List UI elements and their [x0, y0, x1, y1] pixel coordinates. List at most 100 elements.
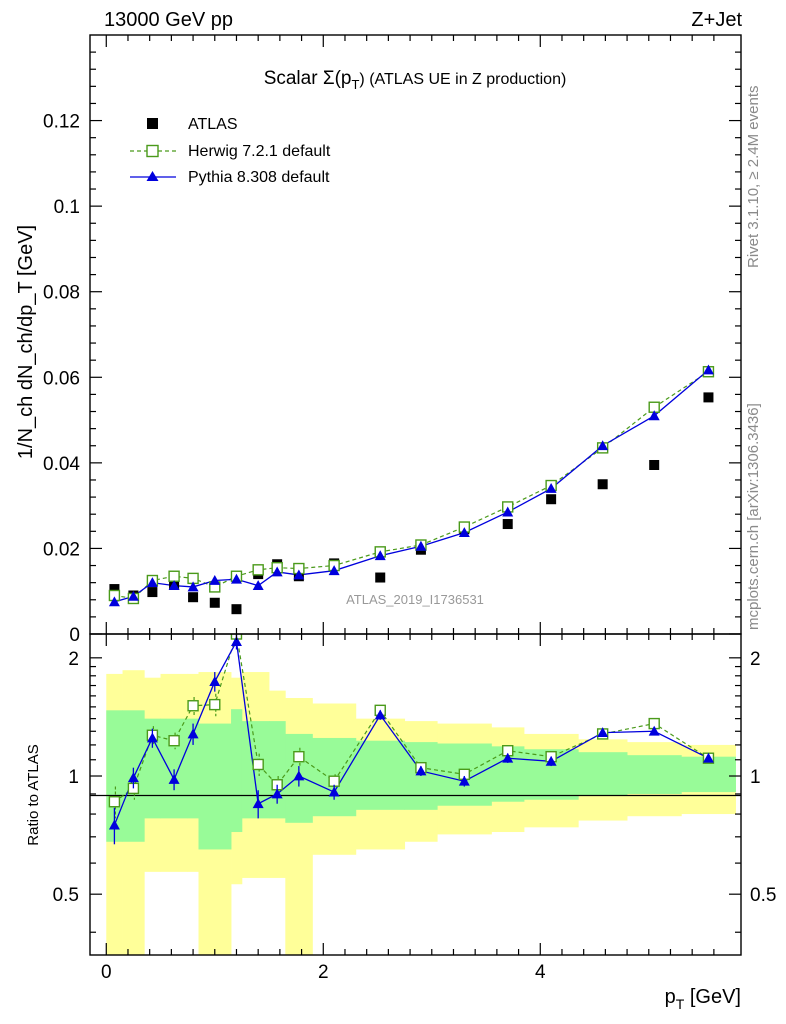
band-inner-bin — [187, 718, 199, 819]
pythia-point — [597, 440, 609, 451]
ratio-y-tick-label-right: 2 — [750, 649, 761, 670]
ratio-y-tick-label-right: 1 — [750, 767, 761, 788]
ratio-pythia-point — [271, 788, 283, 799]
y-tick-label: 0.1 — [54, 197, 80, 218]
ratio-pythia-point — [545, 755, 557, 766]
band-inner-bin — [198, 723, 232, 850]
legend-marker-herwig — [146, 144, 159, 158]
legend: ATLAS Herwig 7.2.1 default Pythia 8.308 … — [130, 116, 331, 186]
pythia-point — [108, 596, 120, 607]
ratio-pythia-point — [328, 786, 340, 797]
ratio-pythia-point — [374, 709, 386, 720]
ratio-y-tick-label: 0.5 — [53, 885, 79, 906]
atlas-point — [109, 584, 120, 595]
y-tick-label: 0.02 — [43, 539, 80, 560]
pythia-point — [146, 577, 158, 588]
x-tick-label: 2 — [318, 962, 329, 983]
ratio-pythia-point — [127, 772, 139, 783]
pythia-point — [252, 580, 264, 591]
legend-label-atlas: ATLAS — [188, 116, 238, 133]
chart-watermark: ATLAS_2019_I1736531 — [346, 592, 484, 607]
ratio-y-tick-label-right: 0.5 — [750, 885, 776, 906]
ratio-herwig-point — [108, 796, 121, 808]
pythia-point — [374, 550, 386, 561]
ratio-y-tick-label: 1 — [68, 767, 79, 788]
ratio-herwig-point — [209, 698, 221, 711]
ratio-pythia-point — [597, 727, 609, 737]
herwig-point — [252, 564, 264, 576]
ratio-pythia-point — [502, 752, 514, 763]
ratio-y-axis-label: Ratio to ATLAS — [25, 744, 42, 845]
legend-marker-atlas — [147, 118, 158, 129]
band-inner-bin — [269, 721, 286, 819]
pythia-point — [702, 364, 714, 375]
pythia-point — [187, 581, 199, 592]
pythia-point — [271, 566, 283, 577]
ratio-pythia-point — [293, 770, 305, 781]
pythia-point — [328, 565, 340, 576]
ratio-pythia-point — [458, 775, 470, 786]
band-inner-bin — [106, 710, 123, 842]
pythia-line — [114, 369, 709, 603]
atlas-point — [147, 587, 158, 598]
header-right: Z+Jet — [691, 9, 742, 31]
ratio-pythia-point — [702, 752, 714, 763]
atlas-point — [375, 572, 386, 583]
band-inner-bin — [231, 709, 243, 833]
ratio-uncertainty-bands — [106, 670, 736, 955]
x-tick-label: 4 — [535, 962, 546, 983]
pythia-point — [293, 569, 305, 580]
ratio-herwig-point — [187, 700, 199, 712]
band-inner-bin — [355, 740, 406, 810]
legend-label-herwig: Herwig 7.2.1 default — [188, 143, 331, 160]
main-series — [108, 364, 715, 615]
ratio-pythia-point — [209, 676, 221, 686]
y-tick-label: 0.06 — [43, 368, 80, 389]
atlas-point — [703, 392, 714, 403]
pythia-point — [168, 580, 180, 591]
pythia-point — [127, 590, 139, 601]
header-left: 13000 GeV pp — [104, 9, 233, 31]
chart-title: Scalar Σ(pT) (ATLAS UE in Z production) — [264, 68, 567, 92]
x-tick-label: 0 — [101, 962, 112, 983]
atlas-point — [231, 604, 242, 615]
ratio-series — [108, 634, 715, 845]
pythia-point — [502, 506, 514, 517]
band-inner-bin — [578, 752, 628, 796]
ratio-pythia-point — [415, 765, 427, 776]
legend-label-pythia: Pythia 8.308 default — [188, 169, 330, 186]
pythia-point — [230, 573, 242, 584]
atlas-point — [502, 519, 513, 530]
band-inner-bin — [627, 755, 682, 794]
axis-ticks: 0 0.02 0.04 0.06 0.08 0.1 0.12 0.5 0.5 1 1 2 2 0 2 4 — [43, 35, 776, 983]
atlas-point — [597, 479, 608, 490]
ratio-pythia-point — [146, 732, 158, 743]
herwig-line — [114, 371, 709, 600]
ratio-herwig-point — [168, 735, 180, 747]
ratio-pythia-point — [230, 636, 242, 646]
pythia-point — [415, 540, 427, 551]
atlas-point — [188, 592, 199, 603]
ratio-pythia-point — [252, 798, 264, 809]
atlas-point — [546, 494, 557, 505]
band-inner-bin — [160, 718, 189, 819]
y-tick-label: 0 — [69, 625, 80, 646]
ratio-pythia-point — [168, 773, 180, 784]
ratio-herwig-point — [293, 750, 305, 763]
atlas-point — [209, 597, 220, 608]
atlas-point — [649, 459, 660, 470]
pythia-point — [458, 527, 470, 537]
ratio-y-tick-label: 2 — [68, 649, 79, 670]
ratio-herwig-point — [328, 775, 340, 787]
ratio-pythia-point — [187, 728, 199, 739]
y-tick-label: 0.04 — [43, 454, 80, 475]
legend-marker-pythia — [146, 171, 159, 181]
pythia-point — [209, 575, 221, 585]
pythia-point — [545, 483, 557, 493]
x-axis-label: pT [GeV] — [665, 986, 741, 1012]
herwig-point — [168, 570, 180, 582]
ratio-pythia-point — [108, 819, 120, 830]
band-inner-bin — [144, 718, 161, 819]
y-axis-label: 1/N_ch dN_ch/dp_T [GeV] — [15, 225, 37, 459]
